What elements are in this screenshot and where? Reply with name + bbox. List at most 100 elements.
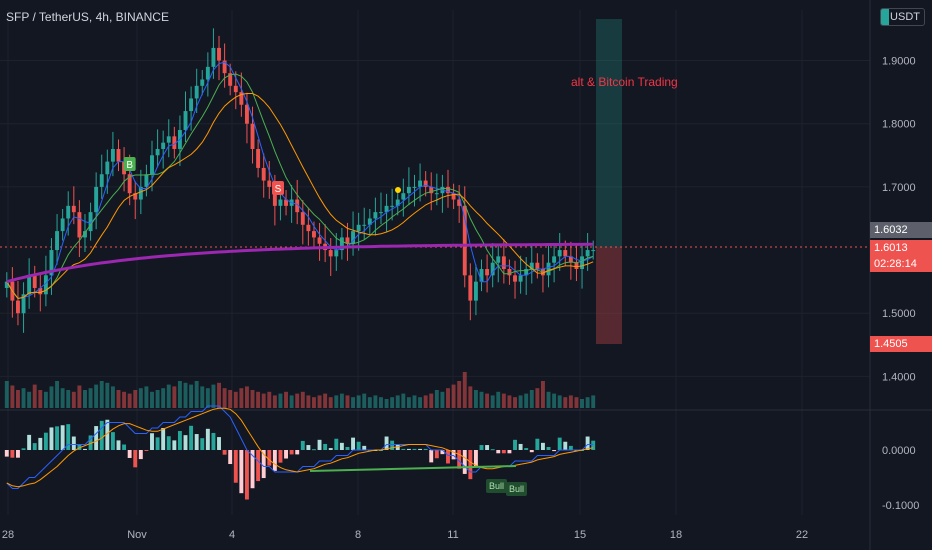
currency-selector[interactable]: USDT [880,8,925,26]
volume-bar [507,395,512,408]
candle-body [261,167,266,181]
volume-bar [473,390,478,408]
candle-body [434,193,439,195]
candle-body [345,237,350,244]
volume-bar [440,391,445,408]
countdown-tag: 02:28:14 [870,256,932,272]
bull-marker: Bull [506,482,528,496]
volume-bar [568,395,573,408]
candle-body [334,250,339,257]
volume-bar [200,386,205,408]
macd-histogram-bar [479,445,484,450]
candle-body [116,148,121,162]
volume-bar [278,393,283,408]
candle-body [356,224,361,232]
volume-bar [323,393,328,408]
volume-bar [485,393,490,408]
volume-bar [127,393,132,408]
macd-histogram-bar [256,450,261,482]
macd-histogram-bar [222,450,227,455]
macd-histogram-bar [272,450,277,471]
macd-histogram-bar [485,445,490,450]
volume-bar [423,395,428,408]
volume-bar [150,391,154,408]
macd-histogram-bar [563,441,568,450]
volume-bar [77,385,82,408]
macd-histogram-bar [423,448,428,450]
y-tick-label: 1.4000 [882,371,916,383]
candle-body [138,186,143,200]
macd-histogram-bar [345,446,350,450]
signal-dot [395,187,401,193]
x-tick-label: 8 [355,529,361,541]
macd-histogram-bar [105,419,110,450]
volume-bar [116,390,121,408]
candle-body [32,275,37,288]
volume-bar [552,393,557,408]
macd-histogram-bar [334,438,339,450]
candle-body [446,186,450,194]
candle-body [300,212,305,225]
macd-histogram-bar [312,449,316,451]
macd-histogram-bar [501,450,506,454]
macd-histogram-bar [557,437,562,450]
candle-body [490,262,495,276]
candle-body [429,186,434,194]
sell-marker [272,181,284,195]
volume-bar [580,399,584,408]
macd-histogram-bar [468,450,473,480]
candle-body [88,212,93,232]
volume-bar [457,381,462,408]
candle-body [339,237,344,251]
candle-body [217,47,221,61]
candle-body [312,231,316,238]
volume-bar [356,395,361,408]
macd-histogram-bar [395,444,400,450]
volume-bar [373,395,378,408]
volume-bar [379,397,383,408]
macd-histogram-bar [38,437,43,450]
volume-bar [110,386,115,408]
candle-body [295,199,300,213]
candle-body [256,148,261,168]
volume-bar [71,391,76,408]
x-tick-label: 11 [447,529,458,541]
macd-histogram-bar [200,438,205,450]
volume-bar [133,390,138,408]
candle-body [406,186,411,194]
candle-body [43,275,48,295]
candle-body [16,300,20,314]
macd-histogram-bar [289,450,294,455]
macd-histogram-bar [351,437,356,450]
volume-bar [591,395,596,408]
volume-bar [172,386,177,408]
macd-histogram-bar [239,450,244,494]
macd-histogram-bar [390,440,395,450]
volume-bar [401,393,406,408]
candle-body [479,269,484,282]
candle-body [451,193,456,200]
macd-histogram-bar [166,436,171,450]
macd-histogram-bar [356,441,361,450]
candle-body [557,250,562,257]
candle-body [27,275,32,295]
macd-histogram-bar [552,450,557,452]
candle-body [418,180,423,187]
macd-histogram-bar [194,434,199,450]
macd-histogram-bar [60,425,65,450]
volume-bar [557,395,562,408]
macd-histogram-bar [328,448,333,450]
candle-body [473,281,478,301]
macd-histogram-bar [546,446,551,450]
volume-bar [300,391,305,408]
volume-bar [563,397,568,408]
y-tick-label: 1.8000 [882,119,916,131]
candle-body [150,155,154,175]
candle-body [501,256,506,270]
macd-histogram-bar [122,444,127,450]
volume-bar [88,388,93,408]
volume-bar [256,391,261,408]
candle-body [328,250,333,257]
macd-histogram-bar [568,445,573,450]
